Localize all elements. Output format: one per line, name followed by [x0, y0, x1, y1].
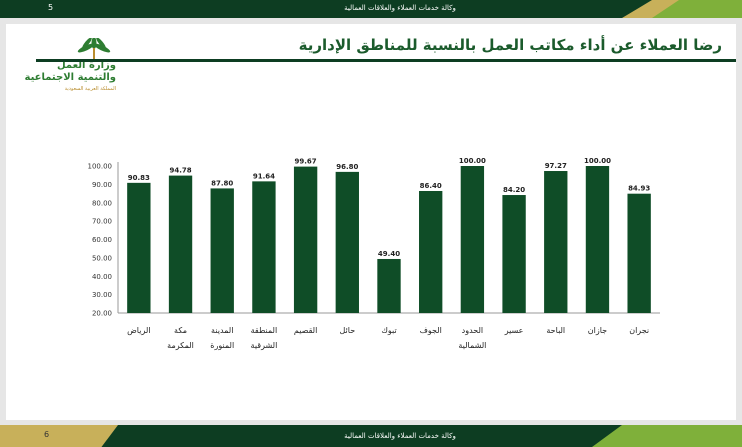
bar — [293, 166, 318, 313]
data-label: 49.40 — [378, 250, 400, 258]
bar — [627, 193, 651, 313]
x-tick-label: المدينة — [211, 326, 233, 335]
x-tick-label: نجران — [629, 326, 649, 335]
x-tick-label: المنورة — [210, 341, 234, 350]
y-tick-label: 90.00 — [92, 181, 112, 189]
data-label: 96.80 — [336, 163, 358, 171]
data-label: 90.83 — [128, 174, 150, 182]
footer-page-number: 6 — [44, 430, 50, 439]
header-department: وكالة خدمات العملاء والعلاقات العمالية — [344, 4, 456, 12]
bar — [168, 175, 193, 313]
data-label: 86.40 — [420, 182, 442, 190]
bar — [544, 171, 568, 313]
slide-title: رضا العملاء عن أداء مكاتب العمل بالنسبة … — [298, 36, 722, 54]
data-label: 94.78 — [169, 167, 191, 175]
x-tick-label: حائل — [339, 326, 355, 335]
x-tick-label: المكرمة — [167, 341, 194, 350]
data-label: 99.67 — [295, 158, 317, 166]
x-tick-label: الشرقية — [251, 341, 278, 350]
y-tick-label: 20.00 — [92, 310, 112, 318]
y-tick-label: 80.00 — [92, 199, 112, 207]
ministry-logo: وزارة العمل والتنمية الاجتماعية المملكة … — [16, 38, 116, 98]
y-tick-label: 40.00 — [92, 273, 112, 281]
header-page-number: 5 — [48, 3, 54, 12]
bottom-gold-stripe — [0, 425, 118, 447]
x-tick-label: الباحة — [546, 326, 565, 335]
y-tick-label: 70.00 — [92, 218, 112, 226]
bar — [419, 190, 443, 313]
bar — [210, 188, 234, 313]
bar — [335, 171, 359, 313]
x-tick-label: الجوف — [420, 326, 442, 335]
x-tick-label: الشمالية — [458, 341, 486, 350]
data-label: 84.20 — [503, 186, 525, 194]
data-label: 100.00 — [584, 157, 611, 165]
x-tick-label: مكة — [174, 326, 187, 335]
y-tick-label: 30.00 — [92, 291, 112, 299]
bottom-banner: 6 وكالة خدمات العملاء والعلاقات العمالية — [0, 425, 742, 447]
bar — [460, 166, 485, 313]
logo-country: المملكة العربية السعودية — [64, 86, 116, 92]
data-label: 87.80 — [211, 179, 233, 187]
bar — [502, 195, 526, 313]
data-label: 84.93 — [628, 185, 650, 193]
bar — [252, 181, 276, 313]
x-tick-label: الحدود — [462, 326, 483, 335]
footer-department: وكالة خدمات العملاء والعلاقات العمالية — [344, 432, 456, 440]
x-tick-label: المنطقة — [251, 326, 278, 335]
x-tick-label: القصيم — [294, 326, 317, 335]
bar — [377, 258, 401, 313]
data-label: 91.64 — [253, 172, 275, 180]
logo-ministry-name: وزارة العمل — [57, 60, 116, 71]
top-green-stripe — [652, 0, 742, 18]
bar — [585, 166, 610, 313]
y-tick-label: 50.00 — [92, 254, 112, 262]
y-tick-label: 100.00 — [88, 163, 113, 171]
title-underline — [36, 59, 736, 62]
data-label: 100.00 — [459, 157, 486, 165]
bottom-green-stripe — [592, 425, 742, 447]
bar — [127, 182, 151, 313]
x-tick-label: تبوك — [381, 326, 396, 335]
data-label: 97.27 — [545, 162, 567, 170]
x-tick-label: عسير — [504, 326, 524, 335]
logo-ministry-name-2: والتنمية الاجتماعية — [24, 72, 117, 83]
x-tick-label: جازان — [588, 326, 607, 335]
y-tick-label: 60.00 — [92, 236, 112, 244]
x-tick-label: الرياض — [127, 326, 150, 335]
palm-tree-icon — [77, 38, 111, 62]
top-banner: 5 وكالة خدمات العملاء والعلاقات العمالية — [0, 0, 742, 18]
